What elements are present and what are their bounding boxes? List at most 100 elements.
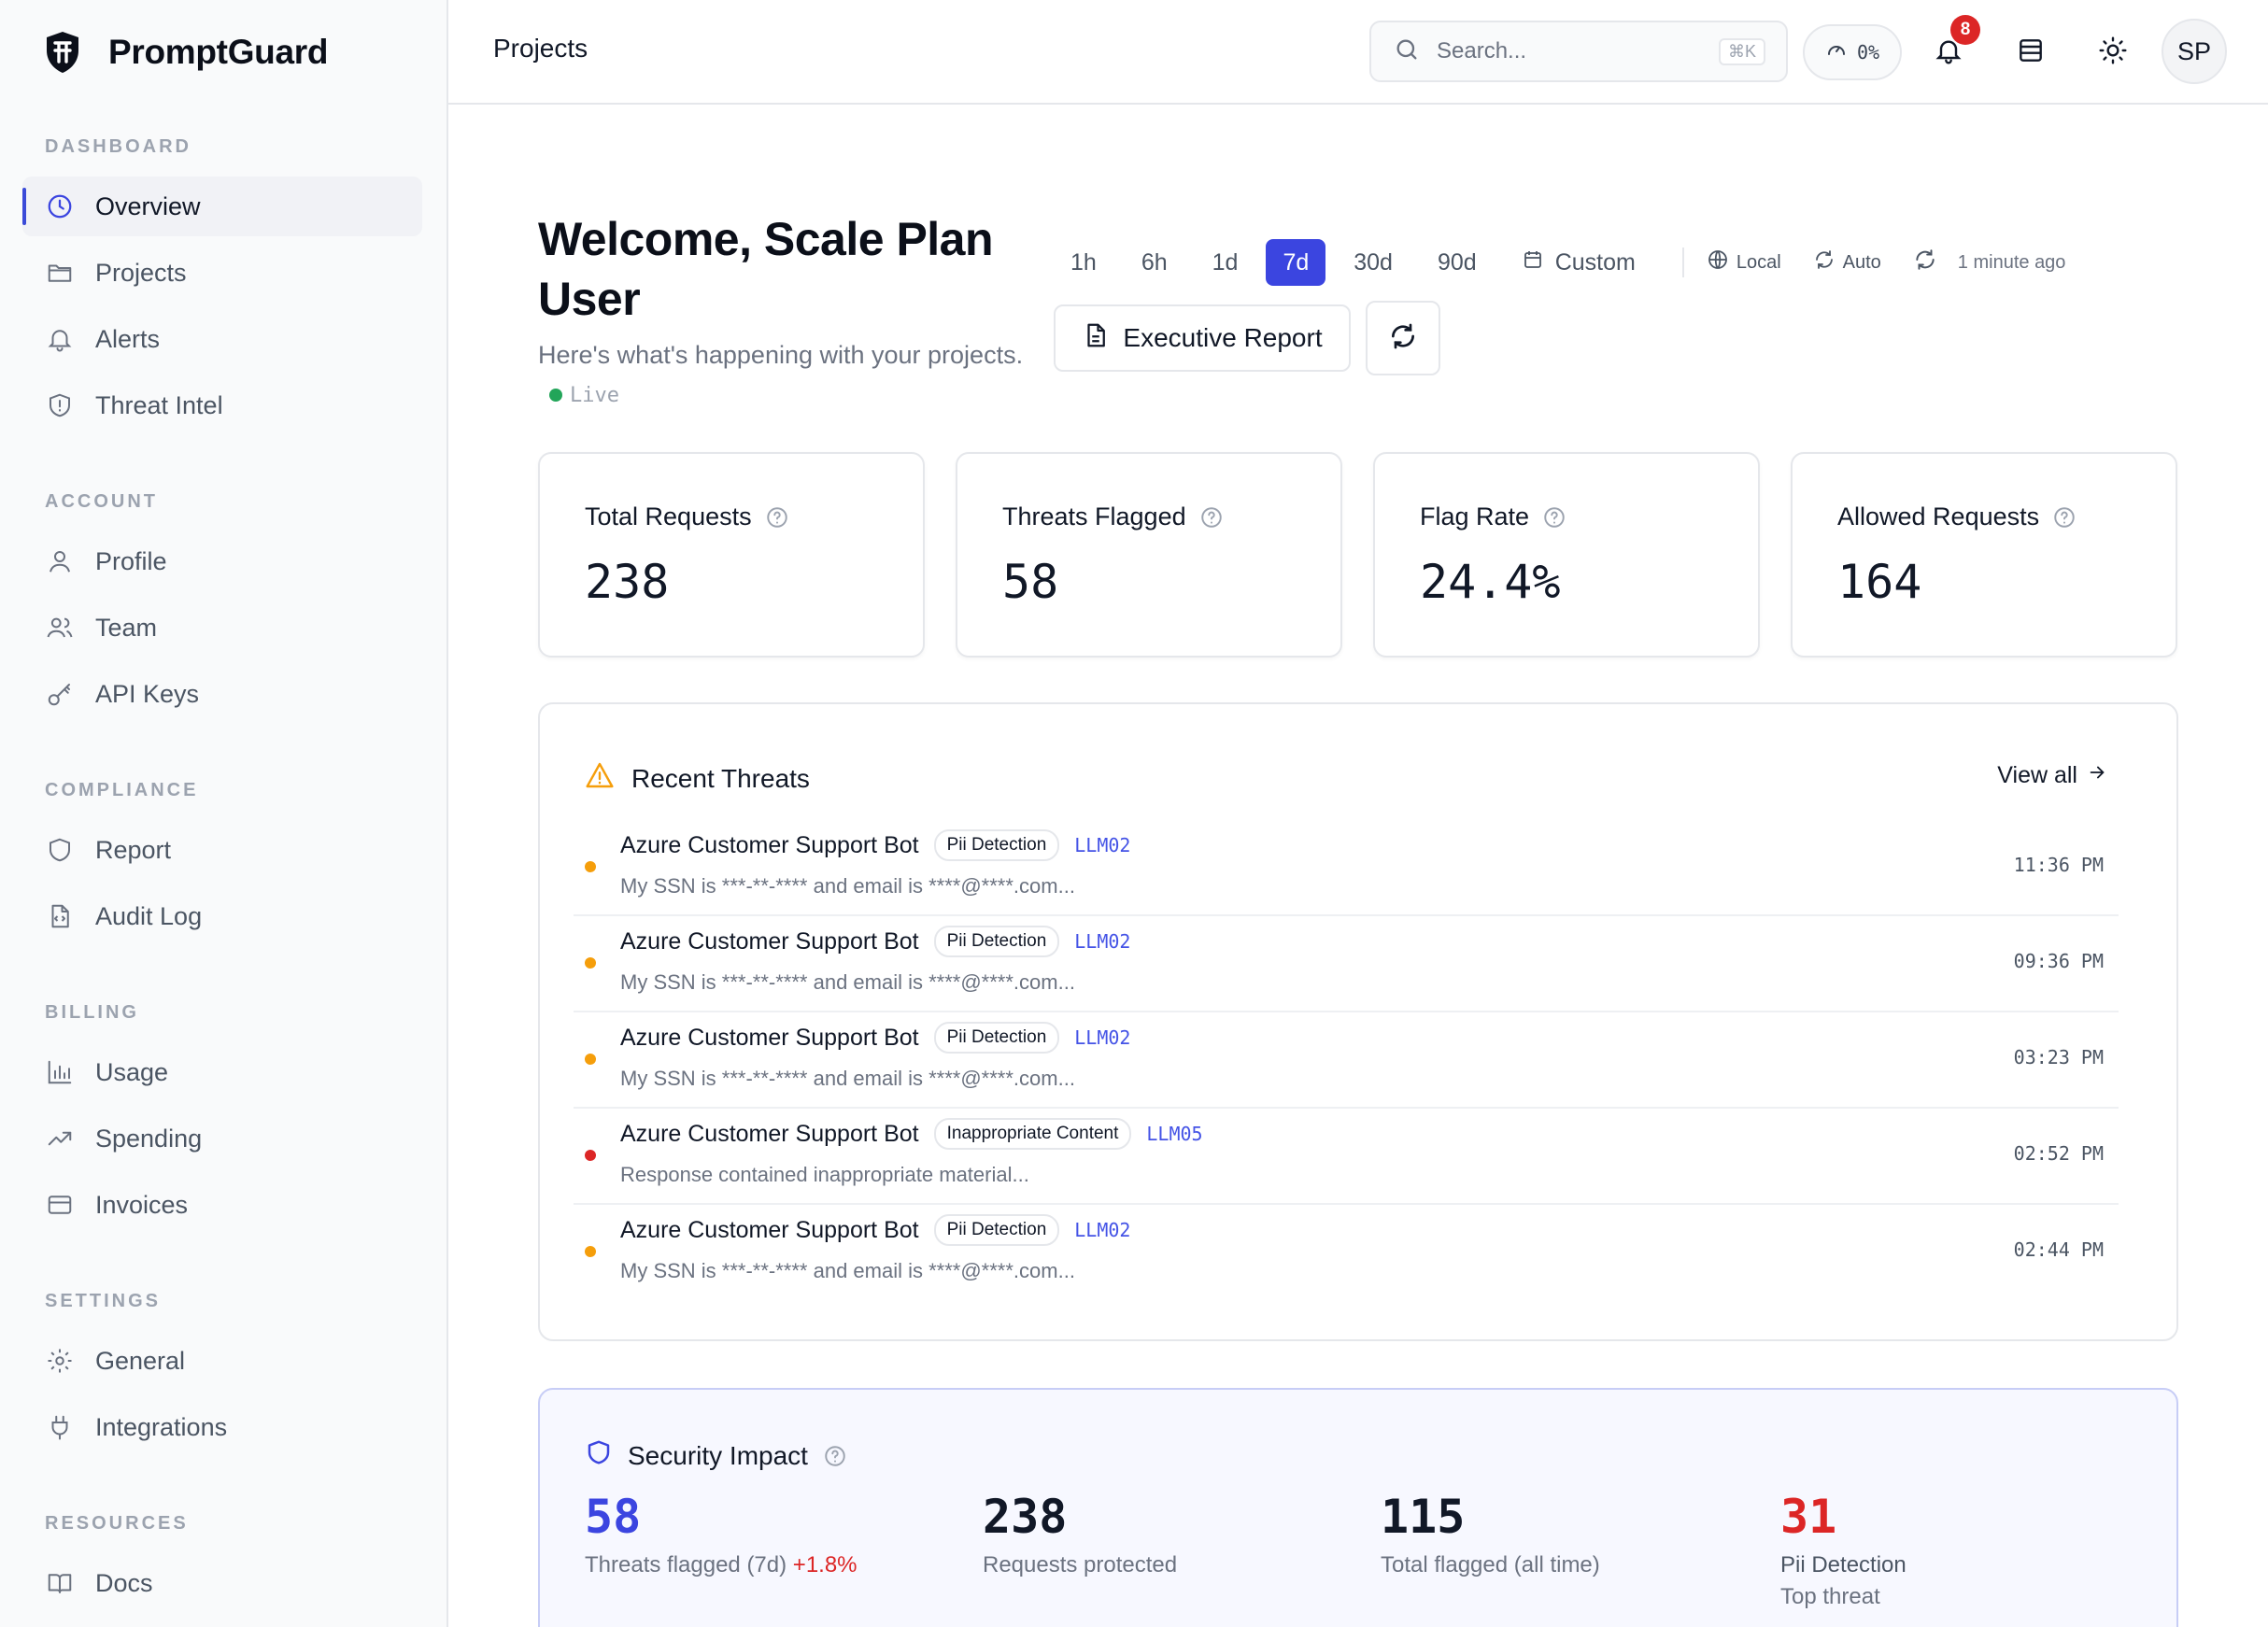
threat-description: My SSN is ***-**-**** and email is ****@… xyxy=(620,874,1075,898)
avatar[interactable]: SP xyxy=(2162,19,2227,84)
range-90d-button[interactable]: 90d xyxy=(1437,248,1477,276)
help-icon[interactable] xyxy=(823,1444,847,1468)
stat-card-threats-flagged: Threats Flagged 58 xyxy=(956,452,1342,658)
notifications-button[interactable]: 8 xyxy=(1921,15,1980,80)
sidebar-item-threat-intel[interactable]: Threat Intel xyxy=(22,375,422,435)
security-impact-card: Security Impact 58 Threats flagged (7d) … xyxy=(538,1388,2178,1627)
sidebar-item-spending[interactable]: Spending xyxy=(22,1109,422,1168)
sidebar-item-label: Alerts xyxy=(95,324,161,353)
view-all-link[interactable]: View all xyxy=(1997,762,2107,789)
search-input[interactable]: Search... ⌘K xyxy=(1369,21,1788,82)
shield-icon xyxy=(45,835,75,865)
help-icon[interactable] xyxy=(1199,505,1224,530)
threat-row[interactable]: Azure Customer Support Bot Pii Detection… xyxy=(574,1012,2119,1109)
executive-report-button[interactable]: Executive Report xyxy=(1054,304,1351,372)
impact-metric-total-flagged: 115 Total flagged (all time) xyxy=(1381,1489,1600,1578)
range-1h-button[interactable]: 1h xyxy=(1070,248,1097,276)
sidebar-item-label: Projects xyxy=(95,258,187,287)
sidebar-item-projects[interactable]: Projects xyxy=(22,243,422,303)
range-1d-button[interactable]: 1d xyxy=(1212,248,1239,276)
threat-row[interactable]: Azure Customer Support Bot Inappropriate… xyxy=(574,1109,2119,1205)
book-icon xyxy=(45,1568,75,1598)
sidebar-item-audit-log[interactable]: Audit Log xyxy=(22,886,422,946)
search-placeholder: Search... xyxy=(1437,38,1527,64)
theme-toggle-button[interactable] xyxy=(2085,24,2141,80)
impact-label: Pii Detection xyxy=(1780,1552,1907,1577)
threat-title-row: Azure Customer Support Bot Pii Detection… xyxy=(620,926,1130,957)
stat-value: 238 xyxy=(585,555,670,609)
range-30d-button[interactable]: 30d xyxy=(1354,248,1393,276)
stat-label-row: Total Requests xyxy=(585,502,789,531)
sidebar-item-team[interactable]: Team xyxy=(22,598,422,658)
usage-gauge-button[interactable]: 0% xyxy=(1803,24,1902,80)
threat-type-badge: Pii Detection xyxy=(933,829,1060,861)
impact-value: 115 xyxy=(1381,1490,1466,1544)
threat-time: 02:44 PM xyxy=(2013,1238,2104,1261)
help-icon[interactable] xyxy=(1542,505,1566,530)
page-title: Projects xyxy=(493,34,588,63)
sidebar-item-label: Overview xyxy=(95,191,201,220)
shield-logo-icon xyxy=(43,28,82,77)
user-icon xyxy=(45,546,75,576)
sidebar-item-label: Usage xyxy=(95,1057,169,1086)
impact-label-row: Threats flagged (7d) +1.8% xyxy=(585,1552,858,1578)
impact-sublabel: Top threat xyxy=(1780,1584,1880,1609)
file-code-icon xyxy=(45,901,75,931)
notification-badge: 8 xyxy=(1950,15,1980,45)
impact-metric-top-threat: 31 Pii Detection Top threat xyxy=(1780,1489,1907,1610)
sidebar-item-integrations[interactable]: Integrations xyxy=(22,1397,422,1457)
help-icon[interactable] xyxy=(765,505,789,530)
sidebar-item-docs[interactable]: Docs xyxy=(22,1553,422,1613)
layout-button[interactable] xyxy=(2003,24,2059,80)
calendar-icon xyxy=(1522,248,1544,277)
refresh-button[interactable] xyxy=(1366,301,1440,375)
sidebar-item-invoices[interactable]: Invoices xyxy=(22,1175,422,1235)
stat-label: Total Requests xyxy=(585,502,752,531)
range-6h-button[interactable]: 6h xyxy=(1141,248,1168,276)
sidebar-item-alerts[interactable]: Alerts xyxy=(22,309,422,369)
timezone-toggle[interactable]: Local xyxy=(1707,248,1781,276)
sidebar-item-label: Spending xyxy=(95,1124,203,1153)
section-title-settings: SETTINGS xyxy=(45,1291,162,1311)
range-custom-button[interactable]: Custom xyxy=(1505,239,1652,286)
search-shortcut: ⌘K xyxy=(1718,37,1765,65)
brand[interactable]: PromptGuard xyxy=(43,28,328,77)
impact-delta: +1.8% xyxy=(792,1552,858,1577)
sidebar-item-general[interactable]: General xyxy=(22,1331,422,1391)
severity-dot xyxy=(585,1150,596,1161)
shield-icon xyxy=(585,1438,613,1473)
timezone-label: Local xyxy=(1736,251,1781,273)
owasp-code: LLM02 xyxy=(1074,834,1131,856)
sidebar-item-label: Docs xyxy=(95,1568,153,1597)
time-range-bar: 1h 6h 1d 7d 30d 90d Custom Local Auto 1 … xyxy=(1054,239,2065,286)
section-title-compliance: COMPLIANCE xyxy=(45,780,199,800)
refresh-icon xyxy=(1913,248,1937,277)
threat-time: 02:52 PM xyxy=(2013,1142,2104,1165)
sidebar-item-usage[interactable]: Usage xyxy=(22,1042,422,1102)
sidebar-item-api-keys[interactable]: API Keys xyxy=(22,664,422,724)
sidebar-item-overview[interactable]: Overview xyxy=(22,177,422,236)
gauge-icon xyxy=(1825,38,1848,66)
plug-icon xyxy=(45,1412,75,1442)
stat-label: Flag Rate xyxy=(1420,502,1530,531)
search-icon xyxy=(1394,36,1420,67)
stat-label-row: Threats Flagged xyxy=(1002,502,1224,531)
threat-description: Response contained inappropriate materia… xyxy=(620,1163,1029,1186)
help-icon[interactable] xyxy=(2052,505,2077,530)
bell-icon xyxy=(45,324,75,354)
threat-row[interactable]: Azure Customer Support Bot Pii Detection… xyxy=(574,1205,2119,1301)
welcome-section: Welcome, Scale Plan User Here's what's h… xyxy=(538,209,1024,415)
range-7d-button[interactable]: 7d xyxy=(1266,239,1326,286)
threat-row[interactable]: Azure Customer Support Bot Pii Detection… xyxy=(574,916,2119,1012)
sidebar-item-label: Threat Intel xyxy=(95,390,223,419)
severity-dot xyxy=(585,957,596,969)
live-label: Live xyxy=(570,384,619,407)
threat-title-row: Azure Customer Support Bot Pii Detection… xyxy=(620,829,1130,861)
key-icon xyxy=(45,679,75,709)
recent-threats-card: Recent Threats View all Azure Customer S… xyxy=(538,702,2178,1341)
section-title-dashboard: DASHBOARD xyxy=(45,136,191,157)
sidebar-item-report[interactable]: Report xyxy=(22,820,422,880)
threat-row[interactable]: Azure Customer Support Bot Pii Detection… xyxy=(574,820,2119,916)
auto-refresh-toggle[interactable]: Auto xyxy=(1813,248,1881,276)
sidebar-item-profile[interactable]: Profile xyxy=(22,531,422,591)
